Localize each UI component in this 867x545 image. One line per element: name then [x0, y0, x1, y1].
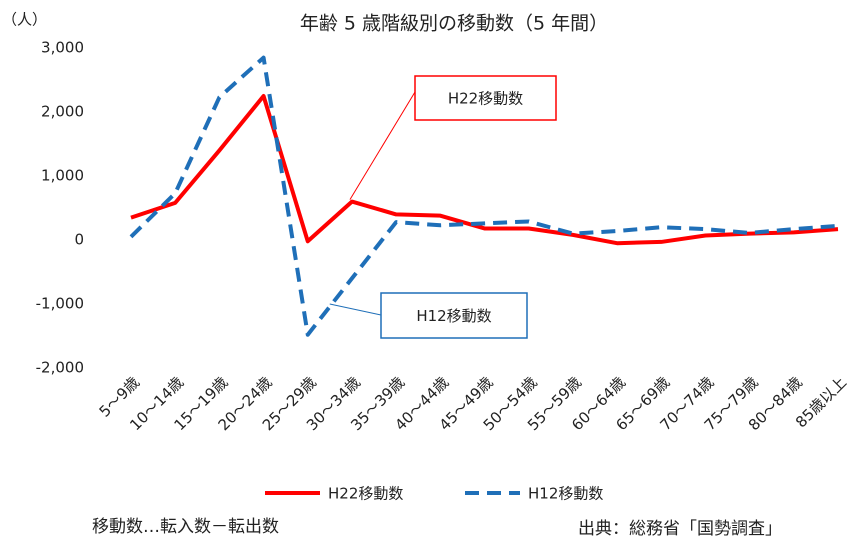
y-tick-label: -2,000: [36, 359, 84, 377]
y-tick-label: 1,000: [41, 167, 84, 185]
y-tick-label: -1,000: [36, 295, 84, 313]
y-tick-label: 3,000: [41, 39, 84, 57]
callout-text: H22移動数: [448, 90, 523, 108]
callout-box: [380, 292, 528, 339]
series-line: [129, 55, 839, 337]
y-axis-label: （人）: [2, 11, 47, 29]
note: 出典：総務省「国勢調査」: [578, 519, 782, 539]
y-tick-label: 0: [74, 231, 84, 249]
note: 移動数…転入数－転出数: [92, 517, 279, 537]
callout-leader: [329, 303, 382, 316]
chart-title: 年齢 5 歳階級別の移動数（5 年間）: [300, 13, 608, 35]
legend-label: H22移動数: [328, 485, 403, 503]
callout-leader: [349, 91, 416, 200]
legend-label: H12移動数: [528, 485, 603, 503]
series-line: [130, 94, 839, 246]
callout-box: [414, 75, 557, 121]
callout-text: H12移動数: [416, 307, 491, 325]
y-tick-label: 2,000: [41, 103, 84, 121]
